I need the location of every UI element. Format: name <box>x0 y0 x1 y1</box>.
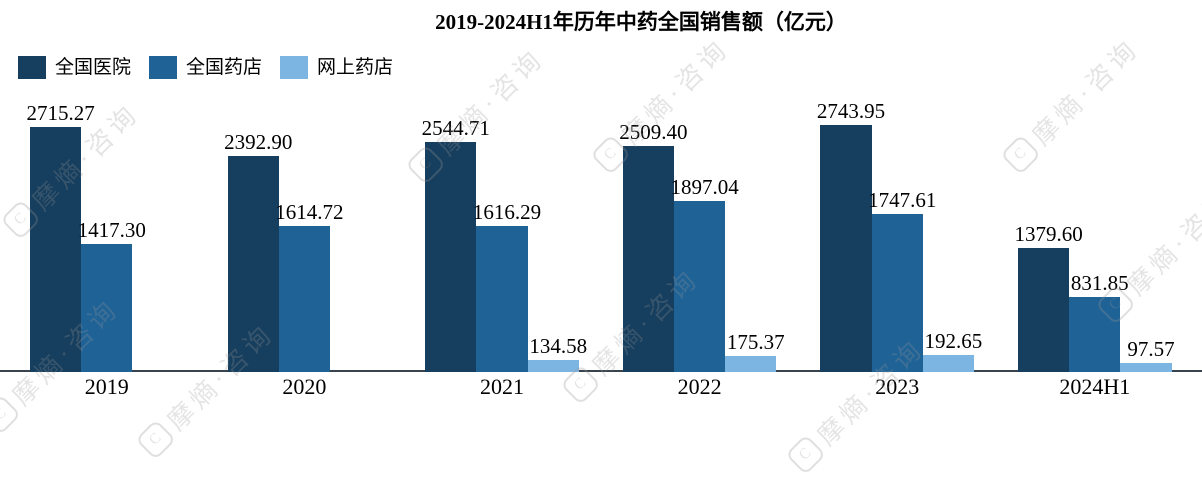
category-label: 2021 <box>480 374 524 399</box>
bar <box>674 200 726 372</box>
plot-area: 2715.27 1417.30 2019 2392.90 1614.72 2020 2544… <box>0 98 1202 399</box>
category-label: 2022 <box>677 374 722 399</box>
category-label: 2024H1 <box>1059 374 1131 399</box>
value-label: 1379.60 <box>1014 221 1083 246</box>
x-axis-line <box>0 370 1202 372</box>
bar <box>922 354 974 372</box>
legend-label: 全国药店 <box>186 57 263 78</box>
value-label: 97.57 <box>1127 337 1175 362</box>
bar <box>1018 247 1070 372</box>
value-label: 2509.40 <box>619 119 688 144</box>
bar <box>278 226 330 372</box>
bar <box>425 142 477 372</box>
bar <box>527 359 579 372</box>
bar <box>1069 296 1121 372</box>
legend-swatch-icon <box>280 56 309 79</box>
legend-swatch-icon <box>18 56 46 79</box>
value-label: 1614.72 <box>275 200 344 225</box>
legend-label: 全国医院 <box>55 57 132 78</box>
value-label: 134.58 <box>529 333 588 358</box>
value-label: 2392.90 <box>224 130 293 155</box>
category-label: 2019 <box>84 374 129 399</box>
legend-item: 网上药店 <box>280 56 393 79</box>
legend-item: 全国药店 <box>149 56 262 79</box>
value-label: 831.85 <box>1070 270 1129 295</box>
bar <box>476 226 528 372</box>
bar <box>871 214 923 372</box>
legend-swatch-icon <box>149 56 178 79</box>
value-label: 1747.61 <box>868 188 937 213</box>
bar <box>81 244 133 372</box>
bar <box>1120 363 1172 372</box>
value-label: 175.37 <box>726 330 785 355</box>
chart-title: 2019-2024H1年历年中药全国销售额（亿元） <box>435 10 847 34</box>
bar <box>227 156 279 372</box>
value-label: 2743.95 <box>816 98 886 123</box>
category-label: 2023 <box>875 374 920 399</box>
legend-item: 全国医院 <box>18 56 131 79</box>
value-label: 1897.04 <box>670 174 739 199</box>
value-label: 192.65 <box>924 328 983 353</box>
bar <box>725 356 777 372</box>
bar <box>30 127 82 372</box>
watermark-logo-icon: C <box>135 419 177 461</box>
bar <box>622 145 674 372</box>
legend-label: 网上药店 <box>317 57 394 78</box>
value-label: 1616.29 <box>472 200 542 225</box>
value-label: 1417.30 <box>77 218 146 243</box>
value-label: 2715.27 <box>26 101 95 126</box>
value-label: 2544.71 <box>421 116 490 141</box>
category-label: 2020 <box>282 374 327 399</box>
watermark-logo-icon: C <box>785 434 827 476</box>
bar <box>820 124 872 372</box>
legend: 全国医院 全国药店 网上药店 <box>18 56 411 79</box>
